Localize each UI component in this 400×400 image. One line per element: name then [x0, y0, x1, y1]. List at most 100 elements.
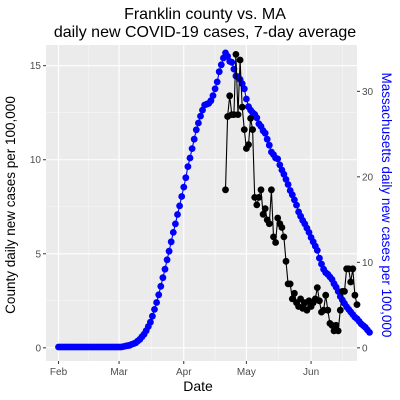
county-point [234, 111, 242, 118]
right-axis-title: Massachusetts daily new cases per 100,00… [379, 73, 394, 338]
massachusetts-point [263, 135, 271, 143]
county-point [226, 92, 234, 100]
massachusetts-point [280, 170, 288, 178]
massachusetts-series [55, 49, 373, 351]
massachusetts-point [197, 112, 204, 120]
left-y-tick-label: 10 [30, 155, 42, 166]
massachusetts-point [159, 274, 167, 282]
massachusetts-point [253, 114, 261, 122]
left-axis-title: County daily new cases per 100,000 [3, 96, 18, 314]
massachusetts-point [169, 229, 177, 236]
county-point [332, 321, 340, 329]
data-series [55, 49, 373, 351]
county-point [322, 291, 330, 299]
massachusetts-point [240, 85, 248, 93]
county-point [351, 291, 359, 299]
massachusetts-point [209, 92, 217, 99]
massachusetts-point [184, 163, 192, 171]
massachusetts-point [276, 161, 284, 169]
county-point [257, 186, 265, 194]
massachusetts-point [157, 282, 165, 290]
massachusetts-point [207, 97, 215, 105]
massachusetts-point [151, 306, 158, 313]
county-point [265, 220, 273, 228]
chart-title: Franklin county vs. MA [124, 6, 286, 23]
county-point [249, 126, 256, 133]
right-y-tick-label: 20 [362, 172, 374, 183]
x-tick-label: Jun [303, 367, 319, 378]
right-y-tick-label: 30 [362, 87, 374, 98]
massachusetts-point [318, 260, 325, 268]
massachusetts-point [155, 291, 163, 299]
left-y-tick-label: 15 [30, 61, 42, 72]
massachusetts-point [149, 312, 156, 320]
county-point [286, 280, 294, 288]
massachusetts-point [217, 61, 225, 69]
massachusetts-point [224, 52, 232, 60]
county-point [247, 115, 255, 122]
county-point [353, 301, 361, 308]
left-y-tick-label: 0 [35, 343, 41, 354]
chart-subtitle: daily new COVID-19 cases, 7-day average [54, 24, 356, 41]
county-point [324, 306, 332, 314]
massachusetts-point [174, 211, 181, 218]
x-tick-label: Feb [50, 367, 68, 378]
massachusetts-point [195, 119, 202, 127]
massachusetts-point [265, 141, 273, 149]
right-y-tick-label: 10 [362, 258, 374, 269]
massachusetts-point [178, 193, 186, 200]
massachusetts-point [163, 256, 171, 264]
massachusetts-point [147, 318, 154, 326]
axes: Feb Mar Apr May Jun 0 5 10 15 0 10 20 30 [30, 61, 374, 378]
county-point [341, 288, 348, 295]
county-point [316, 297, 323, 305]
massachusetts-point [305, 229, 313, 236]
county-point [268, 186, 275, 194]
massachusetts-point [238, 80, 246, 87]
county-point [336, 306, 344, 314]
massachusetts-point [284, 181, 292, 188]
massachusetts-point [176, 202, 184, 210]
massachusetts-point [182, 174, 190, 182]
massachusetts-point [291, 196, 298, 204]
massachusetts-point [165, 247, 173, 255]
county-point [238, 103, 246, 111]
massachusetts-point [186, 154, 194, 162]
county-point [261, 205, 269, 213]
massachusetts-point [366, 329, 373, 336]
massachusetts-point [261, 129, 269, 137]
massachusetts-point [188, 145, 196, 153]
county-point [222, 186, 229, 194]
county-point [280, 233, 288, 241]
county-point [253, 201, 261, 209]
county-point [272, 239, 279, 246]
county-point [278, 224, 286, 231]
massachusetts-point [192, 126, 200, 134]
x-tick-label: Mar [110, 367, 128, 378]
county-point [347, 278, 355, 286]
x-axis-title: Date [183, 378, 213, 394]
massachusetts-point [211, 85, 219, 93]
massachusetts-point [190, 135, 198, 143]
x-tick-label: May [237, 367, 256, 378]
county-point [240, 126, 248, 133]
massachusetts-point [199, 106, 206, 114]
massachusetts-point [243, 95, 250, 103]
massachusetts-point [215, 68, 223, 76]
massachusetts-point [228, 58, 236, 66]
county-point [236, 56, 244, 64]
panel-background [46, 45, 357, 361]
county-point [313, 284, 321, 291]
massachusetts-point [213, 78, 221, 86]
massachusetts-point [282, 176, 290, 183]
county-point [282, 257, 290, 265]
county-point [245, 141, 252, 149]
massachusetts-point [161, 265, 169, 273]
left-y-tick-label: 5 [35, 249, 41, 260]
county-point [334, 327, 342, 335]
massachusetts-point [288, 191, 296, 199]
county-point [291, 289, 298, 297]
massachusetts-point [274, 155, 282, 163]
county-point [349, 265, 357, 273]
